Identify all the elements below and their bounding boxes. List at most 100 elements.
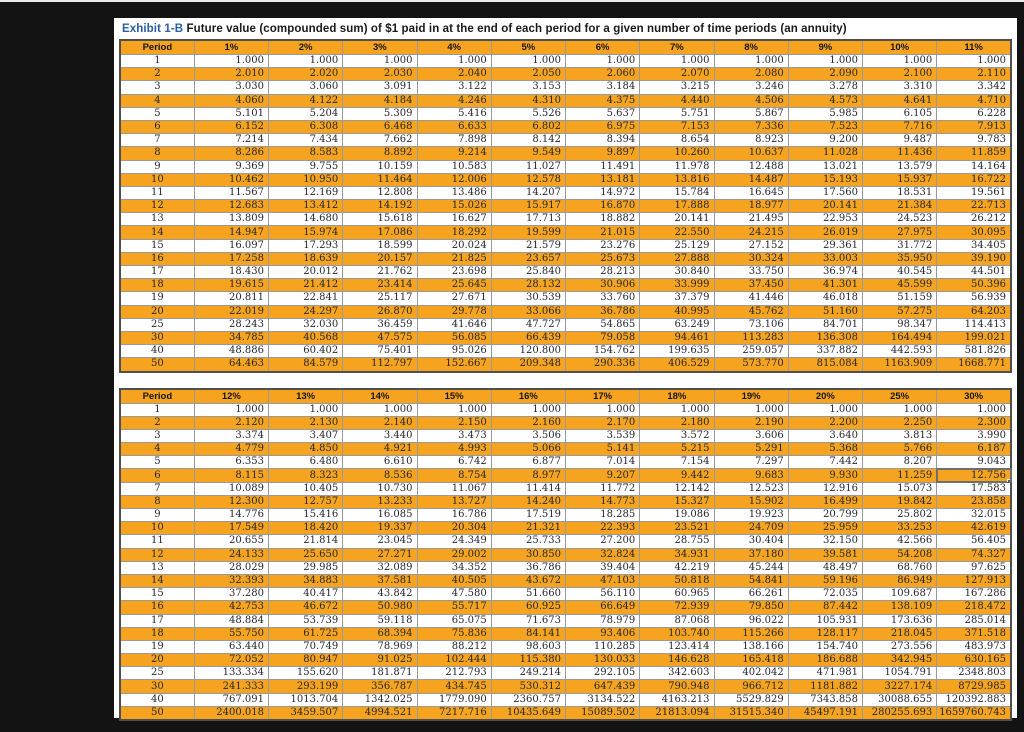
value-cell[interactable]: 14.947: [193, 225, 270, 240]
value-cell[interactable]: 9.207: [564, 468, 641, 483]
value-cell[interactable]: 4.060: [193, 93, 270, 108]
value-cell[interactable]: 173.636: [861, 613, 938, 628]
value-cell[interactable]: 1.000: [564, 402, 641, 417]
value-cell[interactable]: 6.975: [564, 119, 641, 135]
value-cell[interactable]: 47.575: [342, 330, 418, 346]
period-cell[interactable]: 1: [119, 402, 195, 417]
value-cell[interactable]: 9.549: [490, 146, 567, 161]
value-cell[interactable]: 36.974: [787, 264, 864, 280]
value-cell[interactable]: 12.523: [713, 481, 789, 496]
value-cell[interactable]: 13.412: [267, 199, 344, 214]
value-cell[interactable]: 28.029: [193, 560, 270, 575]
value-cell[interactable]: 1.000: [564, 53, 641, 69]
period-cell[interactable]: 30: [119, 679, 195, 694]
value-cell[interactable]: 84.141: [490, 626, 567, 641]
value-cell[interactable]: 37.180: [713, 547, 789, 562]
value-cell[interactable]: 13.021: [787, 159, 864, 174]
value-cell[interactable]: 18.977: [713, 199, 789, 214]
period-cell[interactable]: 15: [119, 587, 195, 602]
fv-annuity-table-1-to-11-percent[interactable]: Period 1% 2% 3% 4% 5% 6% 7% 8% 9% 10% 11% 1 1.000 1.0…: [119, 39, 1012, 373]
value-cell[interactable]: 12.169: [267, 185, 344, 201]
value-cell[interactable]: 280255.693: [861, 705, 938, 721]
value-cell[interactable]: 17.713: [490, 212, 567, 227]
value-cell[interactable]: 44.501: [936, 264, 1012, 280]
value-cell[interactable]: 442.593: [861, 344, 938, 359]
value-cell[interactable]: 109.687: [861, 587, 938, 602]
value-cell[interactable]: 966.712: [713, 679, 789, 694]
value-cell[interactable]: 152.667: [416, 357, 492, 372]
value-cell[interactable]: 2.090: [787, 67, 864, 82]
value-cell[interactable]: 7.662: [342, 133, 418, 148]
value-cell[interactable]: 5.215: [639, 442, 715, 457]
period-cell[interactable]: 12: [119, 199, 195, 214]
value-cell[interactable]: 2.180: [639, 415, 715, 430]
value-cell[interactable]: 1.000: [267, 402, 344, 417]
value-cell[interactable]: 165.418: [713, 653, 789, 668]
value-cell[interactable]: 27.888: [639, 251, 715, 267]
value-cell[interactable]: 102.444: [416, 653, 492, 668]
value-cell[interactable]: 79.058: [564, 330, 641, 346]
period-cell[interactable]: 5: [119, 106, 195, 121]
value-cell[interactable]: 1.000: [416, 53, 492, 69]
value-cell[interactable]: 59.118: [342, 613, 418, 628]
value-cell[interactable]: 20.304: [416, 521, 492, 536]
value-cell[interactable]: 64.203: [936, 304, 1012, 319]
value-cell[interactable]: 54.865: [564, 317, 641, 332]
value-cell[interactable]: 27.152: [713, 238, 789, 253]
value-cell[interactable]: 45.762: [713, 304, 789, 319]
value-cell[interactable]: 9.043: [936, 455, 1012, 470]
value-cell[interactable]: 20.141: [787, 199, 864, 214]
value-cell[interactable]: 41.646: [416, 317, 492, 332]
value-cell[interactable]: 1054.791: [861, 666, 938, 681]
value-cell[interactable]: 4.310: [490, 93, 567, 108]
period-cell[interactable]: 6: [119, 468, 195, 483]
value-cell[interactable]: 35.950: [861, 251, 938, 267]
value-cell[interactable]: 4.641: [861, 93, 938, 108]
rate-column-header[interactable]: 20%: [787, 388, 864, 404]
value-cell[interactable]: 16.627: [416, 212, 492, 227]
value-cell[interactable]: 56.939: [936, 291, 1012, 306]
value-cell[interactable]: 37.379: [639, 291, 715, 306]
value-cell[interactable]: 5.368: [787, 442, 864, 457]
value-cell[interactable]: 42.753: [193, 600, 270, 615]
value-cell[interactable]: 66.649: [564, 600, 641, 615]
value-cell[interactable]: 5.309: [342, 106, 418, 121]
period-cell[interactable]: 20: [119, 653, 195, 668]
value-cell[interactable]: 1.000: [861, 53, 938, 69]
value-cell[interactable]: 17.583: [936, 481, 1012, 496]
value-cell[interactable]: 136.308: [787, 330, 864, 346]
value-cell[interactable]: 5.141: [564, 442, 641, 457]
value-cell[interactable]: 2.250: [861, 415, 938, 430]
value-cell[interactable]: 1668.771: [936, 357, 1012, 372]
value-cell[interactable]: 6.105: [861, 106, 938, 121]
value-cell[interactable]: 4994.521: [342, 705, 418, 721]
value-cell[interactable]: 10.637: [713, 146, 789, 161]
value-cell[interactable]: 27.271: [342, 547, 418, 562]
period-column-header[interactable]: Period: [119, 388, 195, 404]
rate-column-header[interactable]: 19%: [713, 388, 789, 404]
value-cell[interactable]: 5.066: [490, 442, 567, 457]
value-cell[interactable]: 2.110: [936, 67, 1012, 82]
period-cell[interactable]: 7: [119, 481, 195, 496]
value-cell[interactable]: 93.406: [564, 626, 641, 641]
rate-column-header[interactable]: 16%: [490, 388, 567, 404]
value-cell[interactable]: 1.000: [193, 53, 270, 69]
rate-column-header[interactable]: 12%: [193, 388, 270, 404]
value-cell[interactable]: 7343.858: [787, 692, 864, 707]
selected-cell[interactable]: 12.756: [935, 467, 1013, 484]
value-cell[interactable]: 45.244: [713, 560, 789, 575]
value-cell[interactable]: 72.052: [193, 653, 270, 668]
value-cell[interactable]: 10435.649: [490, 705, 567, 721]
value-cell[interactable]: 2.190: [713, 415, 789, 430]
value-cell[interactable]: 11.772: [564, 481, 641, 496]
value-cell[interactable]: 79.850: [713, 600, 789, 615]
value-cell[interactable]: 186.688: [787, 653, 864, 668]
value-cell[interactable]: 115.380: [490, 653, 567, 668]
value-cell[interactable]: 290.336: [564, 357, 641, 372]
value-cell[interactable]: 25.840: [490, 264, 567, 280]
value-cell[interactable]: 3.030: [193, 80, 270, 95]
value-cell[interactable]: 32.030: [267, 317, 344, 332]
period-cell[interactable]: 25: [119, 317, 195, 332]
value-cell[interactable]: 7.523: [787, 119, 864, 135]
value-cell[interactable]: 33.750: [713, 264, 789, 280]
